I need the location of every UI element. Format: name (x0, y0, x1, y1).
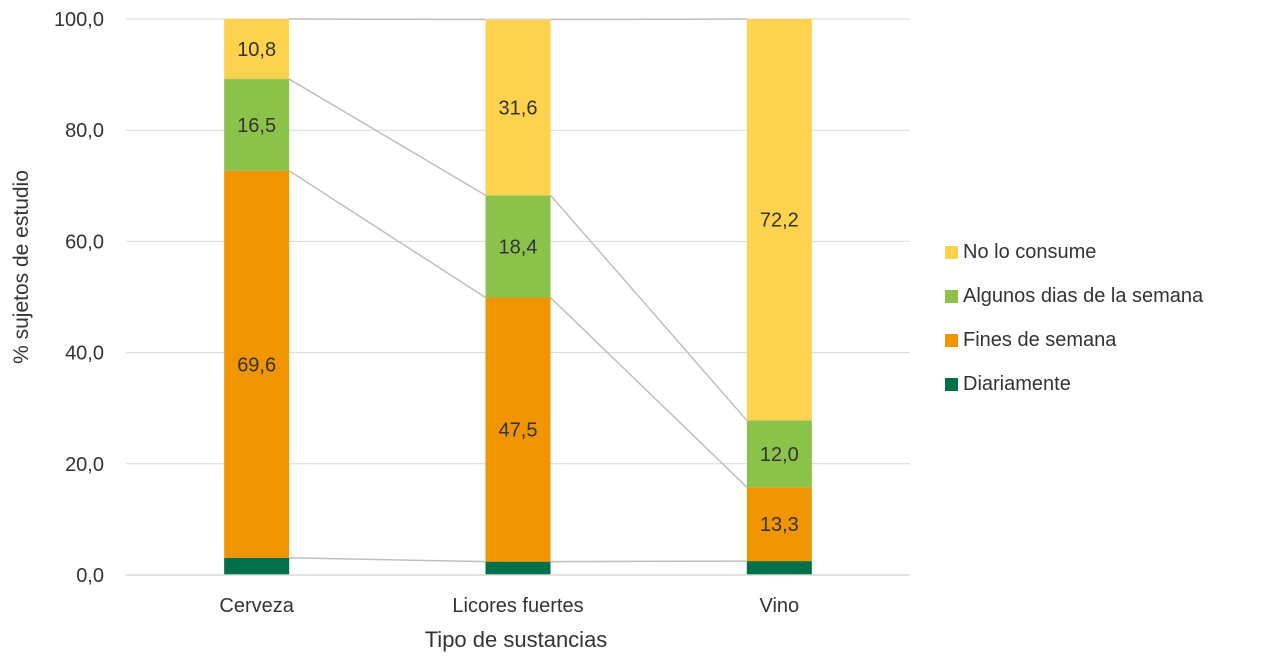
bar-segment (485, 561, 551, 575)
y-tick-label: 100,0 (54, 9, 104, 31)
data-labels: 69,6 47,5 13,3 16,5 18,4 12,0 10,8 31,6 72,2 (237, 39, 799, 536)
data-label: 12,0 (760, 444, 799, 466)
bar-segment (224, 79, 290, 171)
y-tick-label: 20,0 (65, 454, 104, 476)
data-label: 47,5 (499, 420, 538, 442)
series-line (550, 18, 747, 21)
y-tick-label: 0,0 (76, 565, 104, 587)
bar-segment (746, 19, 812, 421)
y-tick-label: 60,0 (65, 231, 104, 253)
bar-segment (485, 19, 551, 196)
series-line (288, 170, 486, 299)
data-label: 72,2 (760, 210, 799, 232)
data-label: 10,8 (237, 39, 276, 61)
data-label: 31,6 (499, 97, 538, 119)
legend-label: Diariamente (963, 372, 1071, 395)
legend-item: Fines de semana (945, 318, 1203, 362)
legend-item: Diariamente (945, 362, 1203, 406)
legend-item: Algunos dias de la semana (945, 274, 1203, 318)
x-tick-label: Cerveza (219, 595, 294, 617)
x-tick-label: Vino (759, 595, 799, 617)
series-line (288, 78, 486, 196)
y-tick-label: 40,0 (65, 343, 104, 365)
series-line (289, 18, 486, 21)
series-line (289, 557, 486, 563)
y-axis-label: % sujetos de estudio (10, 170, 33, 364)
series-line (550, 560, 747, 563)
data-label: 16,5 (237, 115, 276, 137)
bar-segment (746, 420, 812, 488)
axes: 0,0 20,0 40,0 60,0 80,0 100,0 Cerveza Licores f… (54, 9, 910, 617)
data-label: 13,3 (760, 514, 799, 536)
x-tick-label: Licores fuertes (452, 595, 583, 617)
bar-segment (224, 557, 290, 575)
series-connector-lines (288, 18, 748, 563)
series-line (549, 194, 748, 421)
legend-label: No lo consume (963, 240, 1097, 263)
legend-item: No lo consume (945, 230, 1203, 274)
x-axis-label: Tipo de sustancias (425, 627, 608, 652)
bar-segment (224, 170, 290, 558)
bar-segment (485, 195, 551, 298)
legend-swatch (945, 333, 958, 347)
legend-swatch (945, 289, 958, 303)
data-label: 18,4 (499, 236, 538, 258)
bars (224, 19, 812, 575)
series-line (549, 297, 748, 488)
legend-swatch (945, 377, 958, 391)
legend-label: Algunos dias de la semana (963, 284, 1204, 307)
legend-swatch (945, 245, 958, 259)
legend: No lo consume Algunos dias de la semana Fi… (945, 230, 1203, 406)
bar-segment (746, 561, 812, 575)
data-label: 69,6 (237, 354, 276, 376)
legend-label: Fines de semana (963, 328, 1117, 351)
bar-segment (746, 487, 812, 562)
bar-segment (485, 297, 551, 562)
bar-segment (224, 19, 290, 80)
y-tick-label: 80,0 (65, 120, 104, 142)
